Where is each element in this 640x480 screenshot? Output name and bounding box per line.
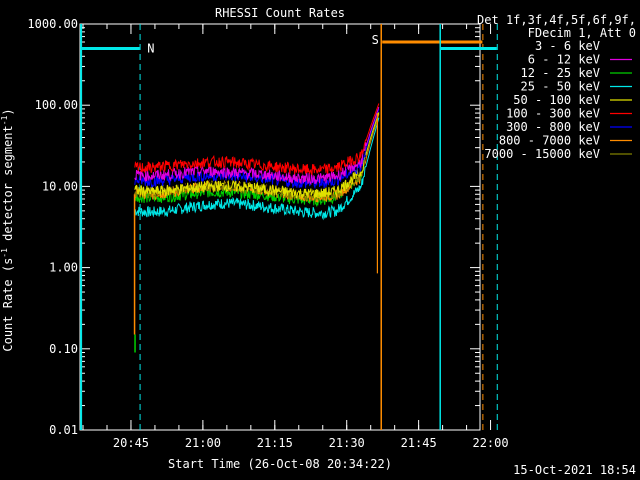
axes-group [79, 23, 492, 431]
legend-label-6: 300 - 800 keV [506, 120, 600, 134]
legend-header-line-2: FDecim 1, Att 0 [528, 26, 636, 40]
legend-label-5: 100 - 300 keV [506, 107, 600, 121]
y-tick-label: 0.10 [49, 342, 78, 356]
x-tick-label: 20:45 [113, 436, 149, 450]
y-axis-label-sup2: -1 [0, 115, 9, 125]
x-tick-label: 21:15 [257, 436, 293, 450]
x-tick-label: 21:30 [329, 436, 365, 450]
y-tick-label: 1.00 [49, 261, 78, 275]
y-axis-label-close: ) [1, 108, 15, 115]
legend-label-0: 3 - 6 keV [535, 39, 600, 53]
plot-frame [79, 23, 481, 431]
x-tick-label: 22:00 [472, 436, 508, 450]
series-line-1 [134, 106, 380, 185]
saa-label: S [372, 33, 379, 47]
series-line-3 [134, 117, 380, 221]
y-tick-label: 100.00 [35, 98, 78, 112]
y-axis-label: Count Rate (s-1 detector segment-1) [0, 108, 15, 351]
y-axis-label-tail: detector segment [1, 125, 15, 248]
series-line-4 [134, 112, 380, 199]
night-label: N [147, 41, 154, 55]
timestamp: 15-Oct-2021 18:54 [513, 463, 636, 477]
chart-title: RHESSI Count Rates [215, 6, 345, 20]
x-axis-label: Start Time (26-Oct-08 20:34:22) [168, 457, 392, 471]
series-line-5 [134, 103, 380, 176]
legend-label-3: 25 - 50 keV [521, 80, 600, 94]
y-tick-label: 0.01 [49, 423, 78, 437]
legend-label-1: 6 - 12 keV [528, 53, 600, 67]
x-tick-label: 21:00 [185, 436, 221, 450]
y-tick-label: 10.00 [42, 179, 78, 193]
legend-label-4: 50 - 100 keV [513, 93, 600, 107]
y-axis-label-main: Count Rate (s [1, 258, 15, 352]
legend-header-line-1: Det 1f,3f,4f,5f,6f,9f, [477, 13, 636, 27]
y-tick-label: 1000.00 [27, 17, 78, 31]
series-group [133, 103, 380, 353]
text-group: RHESSI Count Rates Start Time (26-Oct-08… [0, 6, 636, 477]
legend-label-8: 7000 - 15000 keV [484, 147, 600, 161]
legend-label-2: 12 - 25 keV [521, 66, 600, 80]
series-line-6 [134, 108, 380, 190]
x-tick-label: 21:45 [401, 436, 437, 450]
legend-label-7: 800 - 7000 keV [499, 134, 600, 148]
y-axis-label-sup: -1 [0, 248, 9, 258]
orbit-markers: NS [80, 24, 498, 430]
